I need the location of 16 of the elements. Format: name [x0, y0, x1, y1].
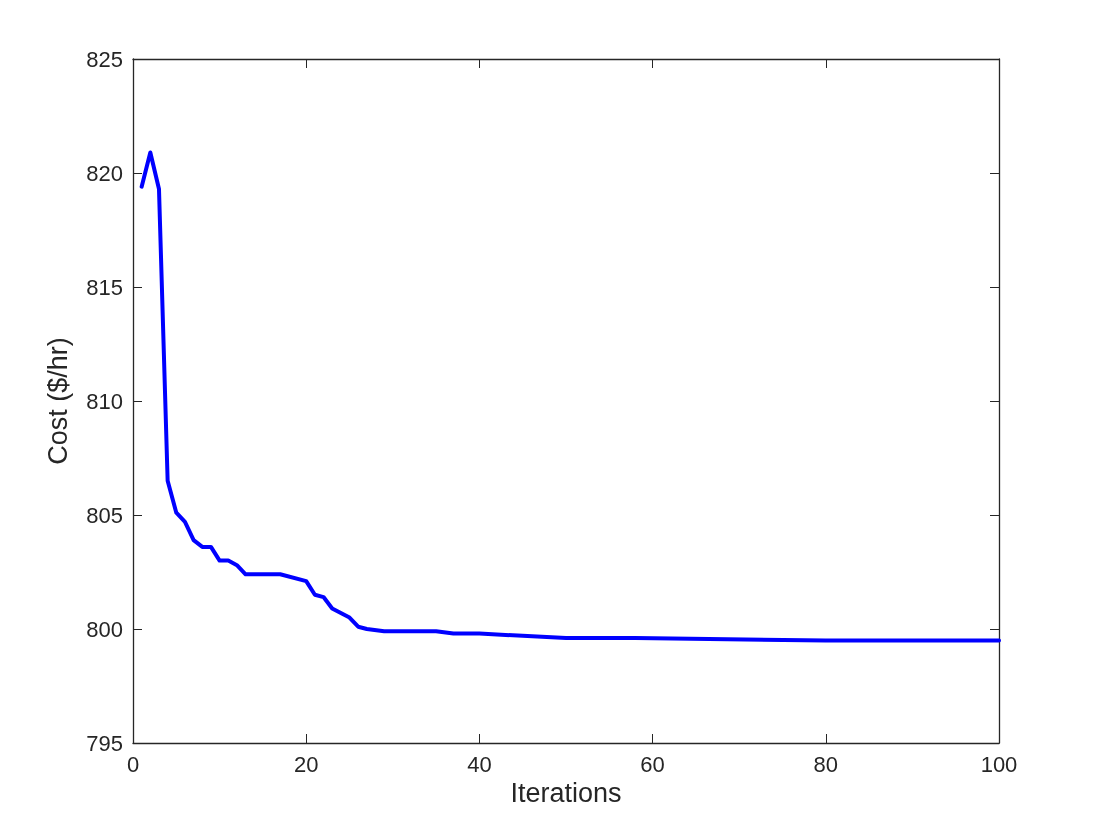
y-tick-label: 795: [86, 730, 123, 756]
y-tick-label: 825: [86, 46, 123, 72]
y-axis-title: Cost ($/hr): [42, 337, 73, 465]
x-tick-label: 60: [640, 751, 665, 777]
x-tick-label: 0: [126, 751, 140, 777]
x-tick-label: 80: [813, 751, 839, 777]
y-tick-label: 805: [86, 502, 123, 528]
x-tick-label: 20: [293, 751, 319, 777]
x-tick-label: 100: [980, 751, 1018, 777]
y-tick-label: 800: [86, 616, 123, 642]
line-series: [139, 150, 1001, 643]
y-tick-label: 820: [86, 160, 123, 186]
y-tick-label: 810: [86, 388, 123, 414]
x-axis-title: Iterations: [510, 778, 622, 809]
x-tick-label: 40: [467, 751, 492, 777]
y-tick-label: 815: [86, 274, 123, 300]
